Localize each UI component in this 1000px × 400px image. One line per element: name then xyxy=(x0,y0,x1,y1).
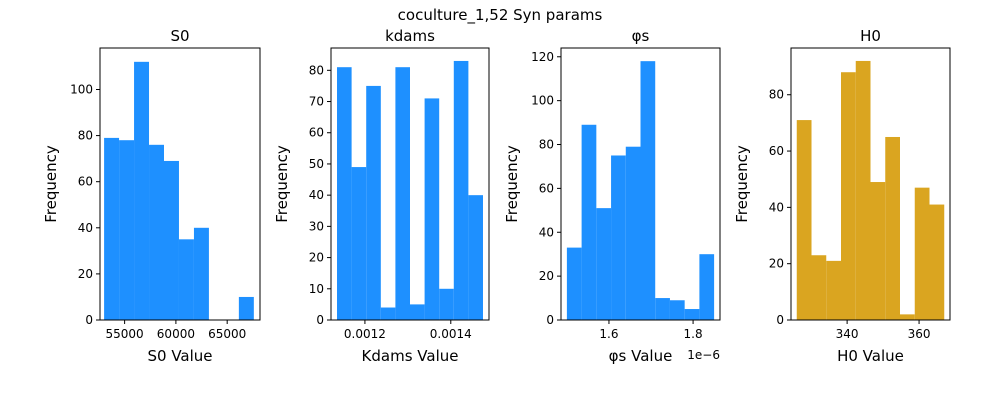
y-tick-label: 0 xyxy=(776,313,784,327)
histogram-bar xyxy=(178,239,194,320)
y-tick-label: 60 xyxy=(309,126,324,140)
histogram-bar xyxy=(699,254,715,320)
histogram-bar xyxy=(351,167,367,320)
x-axis-label: Kdams Value xyxy=(362,347,459,365)
histogram-bar xyxy=(453,60,469,320)
x-axis-label: H0 Value xyxy=(837,347,904,365)
y-tick-label: 80 xyxy=(309,63,324,77)
histogram-bar xyxy=(439,288,454,320)
histogram-bar xyxy=(134,61,150,320)
histogram-bar xyxy=(655,298,670,320)
y-tick-label: 70 xyxy=(309,95,324,109)
histogram-bar xyxy=(885,136,900,320)
histogram-bar xyxy=(424,98,440,320)
y-axis-label: Frequency xyxy=(503,145,521,223)
y-tick-label: 100 xyxy=(531,94,554,108)
x-tick-label: 0.0012 xyxy=(344,327,386,341)
y-tick-label: 20 xyxy=(539,269,554,283)
histogram-bar xyxy=(914,187,930,320)
axes-frame xyxy=(99,47,261,321)
histogram-bar xyxy=(149,144,164,320)
y-tick-label: 80 xyxy=(78,129,93,143)
subplot-4: 340 360 0 20 40 60 80 H0 H0 Value Frequency xyxy=(733,27,951,365)
histogram-bar xyxy=(596,208,612,320)
axes-frame xyxy=(560,47,721,321)
histogram-bar xyxy=(566,247,582,320)
histogram-bar xyxy=(625,146,641,320)
histogram-bar xyxy=(855,60,871,320)
histogram-bar xyxy=(811,255,827,320)
y-tick-label: 0 xyxy=(85,313,93,327)
y-tick-label: 60 xyxy=(539,181,554,195)
histogram-bar xyxy=(640,61,656,320)
histogram-bar xyxy=(669,300,685,320)
x-tick-label: 1.6 xyxy=(599,327,618,341)
x-axis-offset-label: 1e−6 xyxy=(687,348,720,362)
y-tick-label: 60 xyxy=(78,175,93,189)
subplot-title: S0 xyxy=(170,27,189,45)
subplot-title: kdams xyxy=(385,27,435,45)
histogram-bar xyxy=(104,137,120,320)
histogram-bar xyxy=(581,124,597,321)
x-tick-label: 65000 xyxy=(208,327,246,341)
y-tick-label: 0 xyxy=(316,313,324,327)
y-tick-label: 10 xyxy=(309,282,324,296)
y-tick-label: 100 xyxy=(70,82,93,96)
histogram-bar xyxy=(468,195,483,320)
histogram-bar xyxy=(366,85,381,320)
subplot-title: H0 xyxy=(860,27,881,45)
histogram-bar xyxy=(929,204,945,320)
figure-suptitle: coculture_1,52 Syn params xyxy=(398,6,603,25)
y-tick-label: 120 xyxy=(531,50,554,64)
axes-frame xyxy=(330,47,490,321)
histogram-bar xyxy=(395,67,410,320)
y-tick-label: 60 xyxy=(769,144,784,158)
y-tick-label: 80 xyxy=(769,88,784,102)
x-tick-label: 60000 xyxy=(157,327,195,341)
histogram-bar xyxy=(193,227,209,320)
y-tick-label: 80 xyxy=(539,138,554,152)
histogram-bar xyxy=(238,296,254,320)
y-tick-label: 20 xyxy=(769,257,784,271)
histogram-bar xyxy=(900,314,915,320)
histogram-bar xyxy=(684,309,700,320)
y-tick-label: 40 xyxy=(539,225,554,239)
subplot-title: φs xyxy=(632,27,650,45)
histogram-bar xyxy=(380,307,396,320)
subplot-2: 0.0012 0.0014 0 10 20 30 40 50 60 70 80 kdams Kdams … xyxy=(273,27,490,365)
x-tick-label: 0.0014 xyxy=(430,327,472,341)
y-axis-label: Frequency xyxy=(273,145,291,223)
y-tick-label: 30 xyxy=(309,219,324,233)
y-tick-label: 40 xyxy=(78,221,93,235)
y-tick-label: 40 xyxy=(769,200,784,214)
subplot-1: 55000 60000 65000 0 20 40 60 80 100 S0 S0 Value Fre… xyxy=(42,27,261,365)
y-tick-label: 0 xyxy=(546,313,554,327)
y-tick-label: 20 xyxy=(309,251,324,265)
histogram-bar xyxy=(870,182,886,320)
y-tick-label: 20 xyxy=(78,267,93,281)
x-axis-label: φs Value xyxy=(609,347,673,365)
x-tick-label: 360 xyxy=(908,327,931,341)
histogram-bar xyxy=(826,260,841,320)
axes-frame xyxy=(790,47,951,321)
y-axis-label: Frequency xyxy=(733,145,751,223)
y-tick-label: 50 xyxy=(309,157,324,171)
x-axis-label: S0 Value xyxy=(147,347,212,365)
histogram-bar xyxy=(611,155,626,320)
x-tick-label: 55000 xyxy=(106,327,144,341)
histogram-bar xyxy=(410,304,425,320)
histogram-bar xyxy=(796,120,812,320)
subplot-3: 1.6 1.8 0 20 40 60 80 100 120 φs φs Value Frequency… xyxy=(503,27,721,365)
histogram-bar xyxy=(164,160,179,320)
y-axis-label: Frequency xyxy=(42,145,60,223)
y-tick-label: 40 xyxy=(309,188,324,202)
histogram-bar xyxy=(337,67,352,320)
x-tick-label: 1.8 xyxy=(684,327,703,341)
histogram-bar xyxy=(119,140,135,320)
x-tick-label: 340 xyxy=(836,327,859,341)
histogram-bar xyxy=(841,72,856,320)
